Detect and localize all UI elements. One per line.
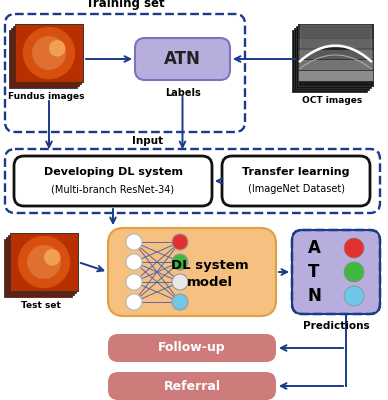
- Text: (ImageNet Dataset): (ImageNet Dataset): [248, 184, 345, 194]
- Circle shape: [28, 246, 60, 278]
- Text: Referral: Referral: [163, 380, 220, 392]
- Text: Labels: Labels: [165, 88, 200, 98]
- Text: N: N: [307, 287, 321, 305]
- Bar: [11, 28, 79, 86]
- Circle shape: [126, 274, 142, 290]
- Text: T: T: [308, 263, 320, 281]
- Circle shape: [172, 254, 188, 270]
- Text: (Multi-branch ResNet-34): (Multi-branch ResNet-34): [52, 184, 175, 194]
- Circle shape: [344, 262, 364, 282]
- Bar: [6, 237, 74, 295]
- Bar: [292, 30, 367, 92]
- FancyBboxPatch shape: [108, 372, 276, 400]
- Text: model: model: [187, 276, 233, 290]
- Circle shape: [24, 28, 74, 78]
- FancyBboxPatch shape: [14, 156, 212, 206]
- Text: Predictions: Predictions: [303, 321, 369, 331]
- Bar: [15, 24, 83, 82]
- Bar: [13, 26, 81, 84]
- Bar: [294, 28, 369, 90]
- Circle shape: [126, 294, 142, 310]
- Text: DL system: DL system: [171, 260, 249, 272]
- Circle shape: [33, 37, 65, 69]
- FancyBboxPatch shape: [222, 156, 370, 206]
- Bar: [298, 24, 373, 86]
- Circle shape: [344, 286, 364, 306]
- FancyBboxPatch shape: [292, 230, 380, 314]
- Bar: [8, 235, 76, 293]
- FancyBboxPatch shape: [135, 38, 230, 80]
- Bar: [298, 24, 373, 86]
- Circle shape: [126, 234, 142, 250]
- Circle shape: [172, 234, 188, 250]
- Text: A: A: [308, 239, 320, 257]
- Bar: [10, 233, 78, 291]
- Bar: [9, 30, 77, 88]
- FancyBboxPatch shape: [108, 334, 276, 362]
- Text: Developing DL system: Developing DL system: [43, 167, 182, 177]
- Text: ATN: ATN: [164, 50, 201, 68]
- Text: Training set: Training set: [86, 0, 164, 10]
- Circle shape: [172, 294, 188, 310]
- Bar: [15, 24, 83, 82]
- Text: Transfer learning: Transfer learning: [242, 167, 350, 177]
- Text: Follow-up: Follow-up: [158, 342, 226, 354]
- Circle shape: [50, 41, 65, 56]
- Text: Fundus images: Fundus images: [8, 92, 84, 101]
- Bar: [4, 239, 72, 297]
- Text: Input: Input: [132, 136, 164, 146]
- Text: Test set: Test set: [21, 301, 61, 310]
- Text: OCT images: OCT images: [302, 96, 363, 105]
- Bar: [10, 233, 78, 291]
- Circle shape: [172, 274, 188, 290]
- Circle shape: [126, 254, 142, 270]
- FancyBboxPatch shape: [108, 228, 276, 316]
- Circle shape: [19, 236, 69, 288]
- Bar: [296, 26, 371, 88]
- Circle shape: [344, 238, 364, 258]
- Circle shape: [45, 250, 60, 265]
